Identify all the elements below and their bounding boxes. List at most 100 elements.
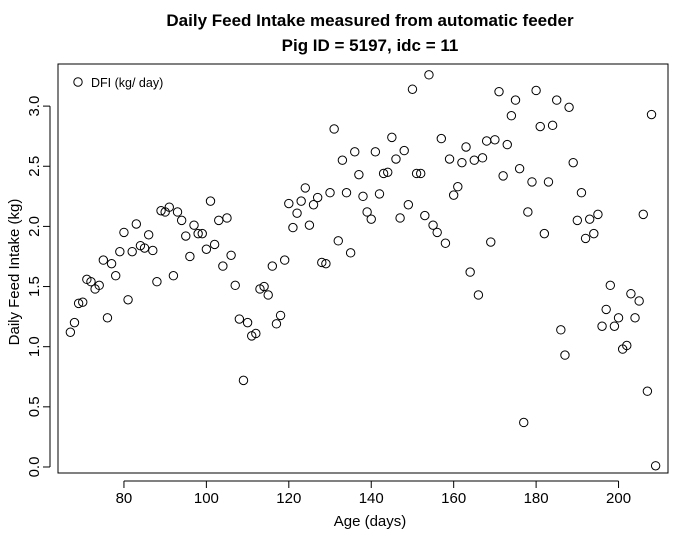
data-point: [444, 154, 455, 164]
data-point: [477, 153, 488, 163]
legend-marker: [73, 77, 83, 87]
data-point: [498, 171, 508, 181]
data-point: [263, 290, 273, 300]
data-point: [535, 121, 545, 132]
data-point: [465, 267, 475, 277]
chart-subtitle: Pig ID = 5197, idc = 11: [282, 36, 459, 55]
data-point: [119, 227, 129, 238]
data-point: [358, 191, 368, 202]
data-point: [395, 213, 405, 223]
data-point: [622, 340, 632, 351]
data-point: [560, 350, 570, 360]
data-point: [461, 142, 471, 152]
data-point: [98, 255, 109, 265]
data-point: [391, 154, 401, 164]
x-axis-label: Age (days): [334, 513, 407, 530]
data-point: [238, 375, 249, 386]
y-tick-label: 0.0: [26, 457, 43, 478]
data-point: [584, 214, 595, 224]
data-point: [209, 239, 220, 250]
data-point: [267, 261, 278, 271]
data-point: [428, 220, 438, 230]
data-point: [197, 228, 207, 239]
data-point: [448, 190, 459, 200]
data-point: [337, 155, 348, 165]
data-point: [407, 84, 418, 94]
data-point: [321, 258, 331, 269]
data-point: [650, 461, 661, 471]
data-point: [131, 219, 142, 229]
data-point: [201, 244, 212, 254]
data-point: [576, 188, 587, 198]
y-tick-label: 2.0: [26, 216, 43, 237]
y-tick-label: 3.0: [26, 96, 43, 117]
data-point: [242, 317, 253, 328]
data-point: [420, 210, 430, 221]
data-point: [284, 198, 294, 209]
data-point: [383, 167, 393, 177]
data-point: [271, 319, 282, 329]
data-point: [148, 245, 158, 256]
data-point: [597, 321, 607, 331]
data-point: [139, 243, 150, 253]
data-point: [378, 168, 389, 179]
data-point: [638, 209, 648, 220]
data-point: [106, 258, 117, 269]
legend: DFI (kg/ day): [73, 76, 163, 90]
data-point: [527, 177, 537, 187]
data-point: [312, 192, 323, 203]
data-point: [185, 251, 195, 262]
data-point: [416, 168, 426, 179]
data-point: [469, 155, 479, 165]
x-tick-label: 120: [276, 490, 301, 507]
data-point: [193, 228, 203, 239]
data-point: [86, 277, 96, 287]
y-axis: 0.0 0.5 1.0 1.5 2.0 2.5 3.0: [26, 96, 51, 478]
y-axis-label: Daily Feed Intake (kg): [6, 199, 23, 346]
data-point: [399, 145, 409, 156]
data-point: [214, 215, 224, 226]
data-point: [514, 163, 525, 174]
x-tick-label: 100: [194, 490, 219, 507]
data-point: [69, 317, 80, 328]
data-point: [436, 133, 447, 144]
data-point: [226, 250, 236, 260]
data-point: [609, 321, 620, 331]
data-point: [411, 168, 422, 179]
data-point: [374, 189, 385, 199]
data-point: [168, 271, 179, 281]
data-point: [230, 280, 240, 291]
data-point: [218, 261, 228, 271]
data-point: [519, 417, 529, 428]
data-point: [543, 177, 554, 187]
data-point: [424, 70, 434, 80]
data-point: [601, 304, 611, 315]
data-point: [556, 325, 566, 335]
data-point: [317, 257, 327, 268]
data-point: [127, 246, 137, 257]
data-point: [634, 296, 644, 306]
data-point: [564, 102, 574, 113]
data-point: [387, 132, 397, 143]
data-point: [605, 280, 615, 291]
data-point: [494, 86, 504, 97]
data-point: [453, 182, 463, 192]
data-point: [510, 95, 521, 105]
data-point: [181, 231, 191, 241]
data-point: [642, 386, 653, 396]
data-point: [506, 111, 517, 121]
x-tick-label: 140: [359, 490, 384, 507]
data-point: [111, 271, 121, 281]
data-point: [152, 277, 162, 287]
data-point: [308, 200, 319, 210]
x-tick-label: 200: [606, 490, 631, 507]
plot-frame: [57, 63, 669, 474]
data-point: [568, 157, 578, 168]
data-point: [481, 136, 492, 146]
y-tick-label: 2.5: [26, 156, 43, 177]
data-point: [457, 157, 467, 168]
data-point: [354, 169, 364, 180]
data-point: [279, 255, 290, 265]
data-point: [473, 290, 484, 300]
